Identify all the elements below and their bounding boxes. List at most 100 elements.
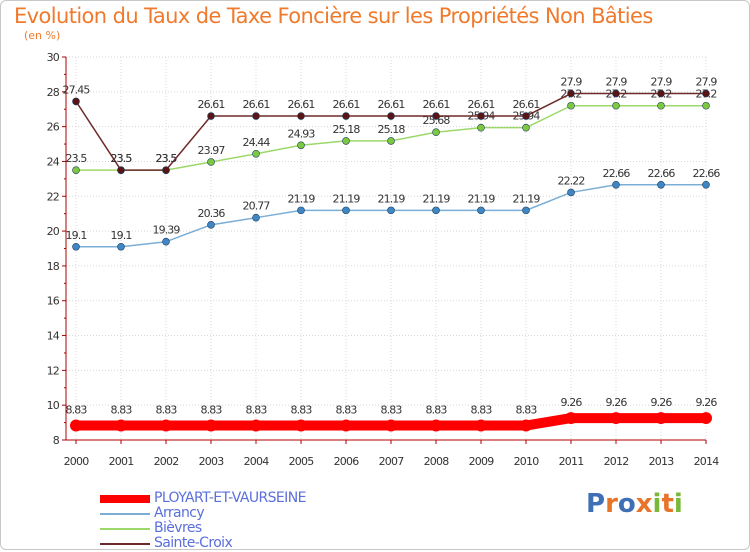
data-point-arrancy [522,206,530,215]
data-label-arrancy: 20.36 [198,207,226,220]
x-tick-label: 2013 [649,455,675,468]
data-label-ployart-et-vaurseine: 9.26 [606,396,628,409]
data-point-bi-vres [477,123,485,132]
data-label-ployart-et-vaurseine: 8.83 [246,404,268,417]
data-label-ployart-et-vaurseine: 8.83 [426,404,448,417]
data-point-ployart-et-vaurseine [340,419,352,432]
data-point-ployart-et-vaurseine [70,419,82,432]
x-tick-label: 2007 [379,455,405,468]
data-label-arrancy: 22.66 [693,167,721,180]
data-label-sainte-croix: 26.61 [243,98,270,111]
data-point-bi-vres [207,158,215,166]
data-point-bi-vres [387,137,395,145]
logo-letter: o [617,489,636,519]
data-label-arrancy: 22.66 [603,167,631,180]
data-point-ployart-et-vaurseine [250,419,262,432]
x-tick-label: 2005 [289,455,315,468]
y-tick-label: 8 [53,434,60,447]
data-label-bi-vres: 24.44 [243,136,271,149]
data-label-sainte-croix: 27.9 [561,76,583,89]
data-point-sainte-croix [702,89,710,98]
data-point-arrancy [297,206,305,215]
data-label-ployart-et-vaurseine: 8.83 [471,404,493,417]
y-tick-label: 12 [47,364,59,377]
logo-letter: r [605,489,618,519]
data-label-ployart-et-vaurseine: 8.83 [66,404,88,417]
legend-label-bi-vres: Bièvres [154,520,202,536]
data-label-sainte-croix: 26.61 [333,98,360,111]
data-label-arrancy: 22.22 [558,174,585,187]
data-label-arrancy: 21.19 [333,192,361,205]
legend-swatch-arrancy [100,513,150,515]
data-point-ployart-et-vaurseine [160,419,172,432]
x-tick-label: 2003 [199,455,225,468]
data-label-arrancy: 21.19 [288,192,316,205]
data-label-ployart-et-vaurseine: 8.83 [156,404,178,417]
data-label-sainte-croix: 23.5 [156,152,178,165]
x-tick-label: 2009 [469,455,495,468]
data-label-ployart-et-vaurseine: 8.83 [336,404,358,417]
data-point-bi-vres [72,166,80,174]
y-tick-label: 28 [47,86,60,99]
legend-label-arrancy: Arrancy [154,505,205,521]
data-point-bi-vres [702,101,710,110]
data-point-arrancy [702,180,710,189]
x-tick-label: 2012 [604,455,629,468]
data-label-ployart-et-vaurseine: 9.26 [651,396,673,409]
data-label-ployart-et-vaurseine: 8.83 [516,404,538,417]
data-label-arrancy: 22.66 [648,167,676,180]
data-point-arrancy [207,221,215,229]
data-label-bi-vres: 23.97 [198,144,226,157]
data-point-sainte-croix [477,112,485,120]
x-tick-label: 2006 [334,455,360,468]
data-point-arrancy [72,242,80,251]
data-point-ployart-et-vaurseine [475,419,487,432]
legend-swatch-sainte-croix [100,543,150,545]
data-point-sainte-croix [252,112,260,120]
x-tick-label: 2014 [694,455,720,468]
x-tick-label: 2001 [109,455,134,468]
data-point-arrancy [612,180,620,189]
x-tick-label: 2011 [559,455,584,468]
data-point-ployart-et-vaurseine [520,419,532,432]
data-point-arrancy [162,237,170,246]
data-point-sainte-croix [567,89,575,98]
data-label-ployart-et-vaurseine: 9.26 [696,396,718,409]
data-point-sainte-croix [657,89,665,98]
y-tick-label: 26 [47,121,60,134]
x-tick-label: 2000 [64,455,90,468]
y-tick-label: 16 [47,295,60,308]
data-point-arrancy [252,213,260,222]
data-point-sainte-croix [612,89,620,98]
data-point-bi-vres [522,123,530,132]
chart-title: Evolution du Taux de Taxe Foncière sur l… [14,4,653,28]
data-label-arrancy: 20.77 [243,200,271,213]
logo-letter: t [661,489,674,519]
data-point-bi-vres [432,128,440,137]
logo-letter: i [673,489,683,519]
data-label-sainte-croix: 26.61 [513,98,540,111]
data-point-ployart-et-vaurseine [655,412,667,425]
data-point-bi-vres [657,101,665,110]
legend-label-sainte-croix: Sainte-Croix [154,535,233,551]
data-point-bi-vres [612,101,620,110]
legend-label-ployart-et-vaurseine: PLOYART-ET-VAURSEINE [154,490,306,506]
data-point-sainte-croix [207,112,215,120]
data-point-ployart-et-vaurseine [205,419,217,432]
data-label-bi-vres: 24.93 [288,127,316,140]
y-tick-label: 14 [47,330,60,343]
legend-swatch-ployart-et-vaurseine [100,495,150,503]
logo-letter: P [586,489,606,519]
data-point-ployart-et-vaurseine [700,412,712,425]
data-label-arrancy: 21.19 [468,192,496,205]
data-label-arrancy: 21.19 [423,192,451,205]
data-label-bi-vres: 25.18 [333,123,361,136]
legend-swatch-bi-vres [100,528,150,530]
x-tick-label: 2008 [424,455,450,468]
data-point-arrancy [387,206,395,215]
data-label-arrancy: 21.19 [378,192,406,205]
data-point-sainte-croix [72,97,80,106]
data-point-arrancy [657,180,665,189]
data-point-ployart-et-vaurseine [610,412,622,425]
